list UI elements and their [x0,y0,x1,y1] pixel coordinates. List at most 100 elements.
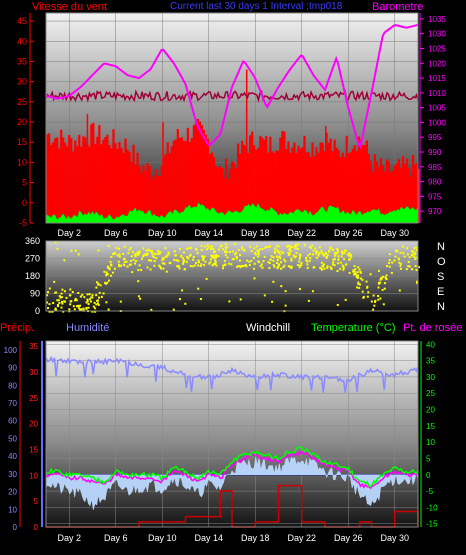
wind-speed-series [45,202,419,224]
wind-direction-point [217,248,220,251]
wind-direction-point [207,246,210,249]
humidity-tick-label: 40 [8,452,17,461]
dir-tick-label: 0 [35,306,40,316]
wind-direction-point [178,267,181,270]
wind-tick-label: 15 [17,137,27,147]
wind-direction-point [151,252,154,255]
baro-tick-label: 1025 [428,44,446,53]
wind-direction-point [239,298,242,301]
wind-direction-point [193,264,196,267]
wind-direction-point [278,255,281,258]
x-tick-label: Day 14 [194,228,223,238]
wind-direction-point [182,262,185,265]
wind-direction-point [273,265,276,268]
wind-tick-label: 30 [17,77,27,87]
wind-direction-point [92,305,95,308]
wind-direction-point [60,306,63,309]
humidity-tick-label: 80 [8,381,17,390]
gust-bar [315,147,318,223]
wind-direction-point [264,246,267,249]
wind-direction-point [403,255,406,258]
wind-direction-point [224,249,227,252]
wind-direction-point [282,266,285,269]
wind-direction-point [287,252,290,254]
wind-direction-point [298,288,301,291]
wind-direction-point [236,265,238,268]
wind-direction-point [228,251,231,253]
precip-ticks: 0 5 10 15 20 25 30 35 [29,342,38,532]
gust-bar [309,156,312,223]
wind-direction-point [230,263,233,266]
gust-bar [265,136,268,223]
gust-bar [399,167,403,223]
wind-direction-point [411,254,414,257]
gust-bar [411,155,415,223]
gust-bar [204,134,208,223]
humidity-tick-label: 20 [8,488,17,497]
precip-tick-label: 35 [29,342,38,351]
wind-direction-point [323,254,326,257]
wind-direction-point [186,256,189,258]
gust-bar [323,151,326,223]
wind-direction-point [127,252,130,254]
wind-direction-point [131,250,134,253]
gust-bar [295,152,298,223]
wind-direction-point [369,273,372,276]
gust-bar [110,148,113,223]
wind-direction-point [386,265,388,267]
gust-bar [405,158,409,223]
wind-direction-point [175,259,178,262]
wind-direction-point [87,303,90,305]
baro-tick-label: 1010 [428,89,446,98]
gust-bar [224,158,228,223]
wind-direction-point [402,245,404,248]
wind-direction-point [205,277,208,280]
wind-direction-point [150,249,152,252]
gust-bar [176,129,179,223]
wind-direction-point [233,258,235,261]
wind-direction-point [159,251,162,254]
wind-direction-point [161,256,164,259]
humidity-tick-label: 70 [8,399,17,408]
wind-direction-point [282,251,285,254]
wind-direction-point [164,247,167,250]
wind-direction-point [388,265,391,268]
wind-direction-point [231,258,234,261]
wind-direction-point [91,294,94,297]
wind-direction-point [221,248,224,251]
gust-bar [283,131,286,223]
gust-bar [327,142,330,223]
wind-direction-point [198,261,200,264]
wind-direction-point [344,263,347,266]
wind-direction-point [287,254,290,256]
wind-direction-point [192,258,195,261]
wind-tick-label: 35 [17,56,27,66]
wind-direction-point [365,280,368,283]
humidity-tick-label: 0 [13,523,18,532]
gust-bar [180,137,183,223]
wind-direction-point [173,258,176,261]
wind-direction-point [329,246,332,249]
wind-direction-point [110,256,113,258]
wind-direction-point [85,301,88,304]
wind-direction-point [312,253,315,256]
wind-direction-point [54,307,57,310]
wind-direction-point [311,244,314,247]
gust-bar [130,161,133,223]
precip-tick-label: 15 [29,446,38,455]
gust-bar [277,150,280,223]
gust-bar [124,138,127,223]
gust-bar [94,143,97,223]
wind-direction-point [336,249,339,252]
gust-bar [206,138,210,223]
wind-direction-point [215,256,218,259]
x-tick-label: Day 30 [380,228,409,238]
wind-direction-point [226,246,229,249]
wind-direction-point [325,256,328,258]
gust-bar [214,166,218,223]
gust-bar [160,165,163,223]
gust-bar [136,152,139,223]
wind-direction-point [256,249,259,252]
wind-direction-point [95,286,98,289]
